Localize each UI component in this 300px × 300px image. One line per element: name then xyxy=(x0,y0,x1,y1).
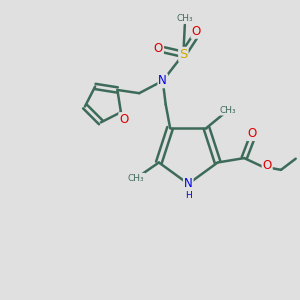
Text: O: O xyxy=(248,127,257,140)
Text: O: O xyxy=(119,113,128,126)
Text: N: N xyxy=(184,177,193,190)
Text: CH₃: CH₃ xyxy=(176,14,193,23)
Text: O: O xyxy=(154,42,163,55)
Text: N: N xyxy=(158,74,167,87)
Text: H: H xyxy=(185,190,192,200)
Text: S: S xyxy=(179,48,188,61)
Text: CH₃: CH₃ xyxy=(220,106,236,115)
Text: CH₃: CH₃ xyxy=(128,174,145,183)
Text: O: O xyxy=(191,25,201,38)
Text: O: O xyxy=(262,159,272,172)
